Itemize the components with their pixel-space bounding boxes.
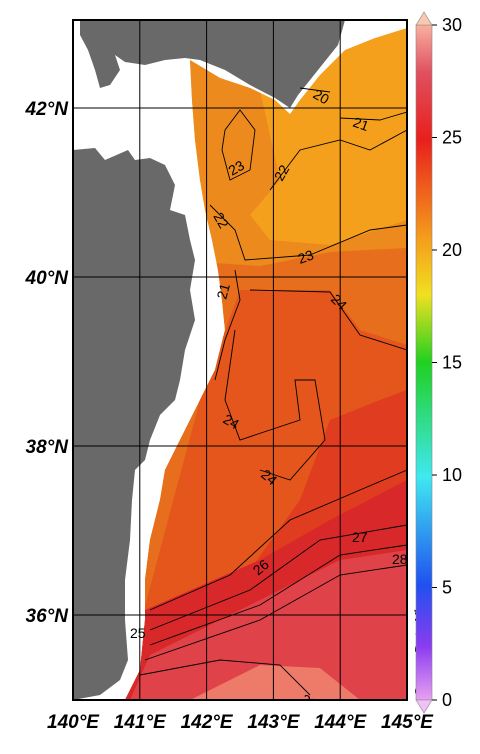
lon-label: 140°E [47,712,100,733]
colorbar-label: 30 [442,15,462,35]
lat-label: 36°N [26,606,70,627]
contour-label: 22 [210,210,232,232]
lat-label: 40°N [25,268,70,289]
lon-label: 145°E [381,712,434,733]
colorbar-label: 5 [442,578,452,598]
contour-label: 24 [221,411,243,433]
contour-label: 23 [296,246,316,266]
map-frame [72,19,408,701]
contour-label: 27 [352,529,368,545]
temperature-field [125,28,407,700]
land-honshu [73,148,195,700]
contour-label: 20 [311,86,333,108]
lat-label: 38°N [26,437,70,458]
contour-label: 25 [130,625,146,641]
land-hokkaido [80,20,345,108]
map-body: 20 21 23 22 22 23 21 24 24 24 27 26 28 2… [73,20,408,713]
lat-label: 42°N [25,99,70,120]
colorbar-label: 25 [442,128,462,148]
contours [139,87,407,696]
colorbar-label: 15 [442,353,462,373]
contour-label: 28 [392,551,408,567]
contour-label: 23 [226,157,248,179]
contour-label: 22 [271,162,293,184]
contour-label: 21 [351,114,371,134]
lon-label: 141°E [114,712,167,733]
colorbar-label: 0 [442,690,452,710]
graticule [73,20,407,700]
colorbar-label: 20 [442,240,462,260]
contour-label: 21 [213,281,233,300]
contour-label: 29 [299,691,321,713]
lon-label: 142°E [181,712,234,733]
colorbar-label: 10 [442,465,462,485]
lon-label: 143°E [247,712,300,733]
lon-label: 144°E [314,712,367,733]
colorbar [415,11,433,714]
